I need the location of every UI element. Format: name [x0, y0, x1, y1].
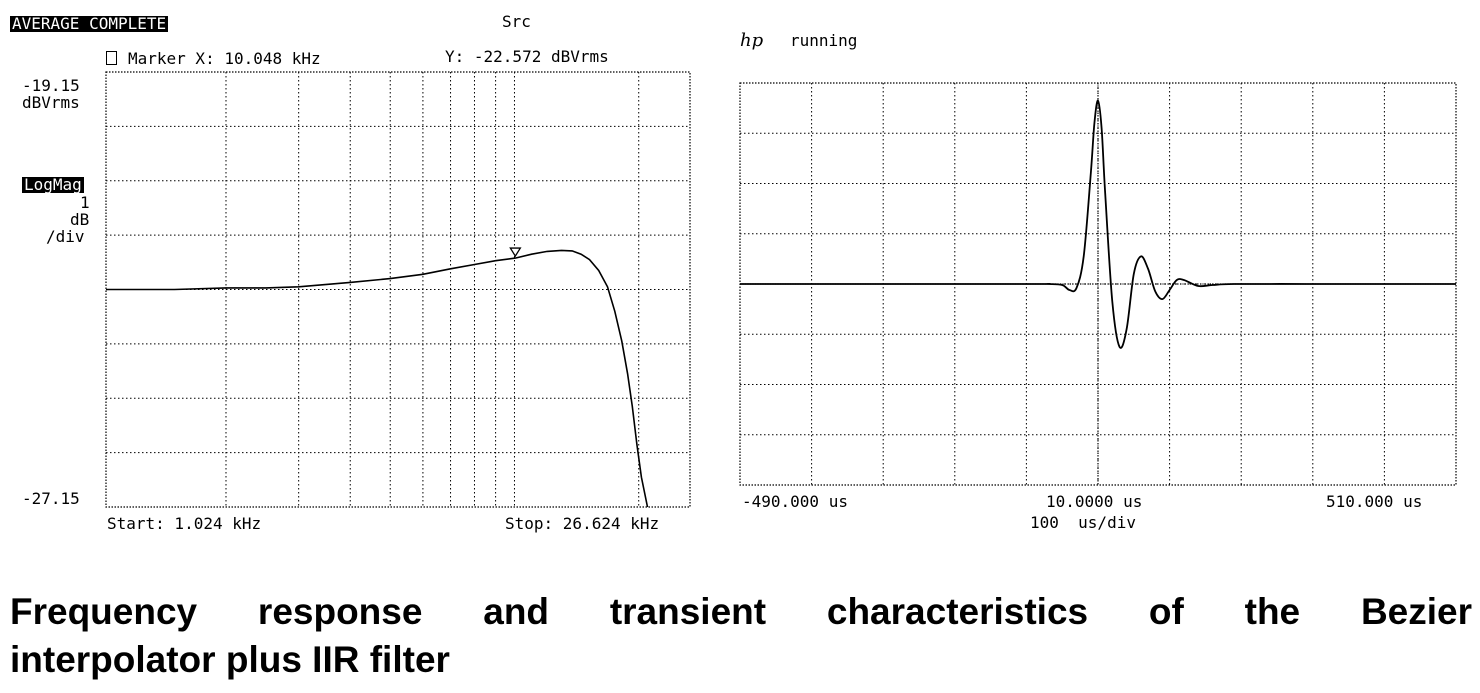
- run-status: running: [790, 31, 858, 50]
- caption-line-1: Frequency response and transient charact…: [10, 591, 1472, 632]
- y-bottom-value: -27.15: [22, 489, 80, 508]
- x-scale-label: 100 us/div: [1030, 513, 1136, 532]
- stop-label: Stop: 26.624 kHz: [505, 514, 660, 533]
- x-center-label: 10.0000 us: [1046, 492, 1143, 511]
- scale-unit: dB: [70, 210, 90, 229]
- scale-value: 1: [80, 193, 90, 212]
- scale-per: /div: [46, 227, 85, 246]
- marker-x-readout: Marker X: 10.048 kHz: [128, 49, 321, 68]
- hp-logo: hp: [740, 30, 764, 51]
- transient-trace: [740, 99, 1456, 349]
- plot-frame: [105, 71, 691, 508]
- mode-label: LogMag: [22, 175, 84, 194]
- status-badge: AVERAGE COMPLETE: [10, 14, 169, 33]
- y-top-value: -19.15: [22, 76, 80, 95]
- x-right-label: 510.000 us: [1326, 492, 1423, 511]
- marker-y-readout: Y: -22.572 dBVrms: [445, 47, 609, 66]
- frequency-trace: [106, 249, 649, 508]
- channel-label: Src: [502, 12, 531, 31]
- figure-caption: Frequency response and transient charact…: [10, 588, 1472, 684]
- marker-icon: [106, 51, 117, 65]
- start-label: Start: 1.024 kHz: [107, 514, 262, 533]
- y-top-unit: dBVrms: [22, 93, 80, 112]
- caption-line-2: interpolator plus IIR filter: [10, 639, 450, 680]
- marker-triangle: [509, 247, 522, 258]
- x-left-label: -490.000 us: [742, 492, 848, 511]
